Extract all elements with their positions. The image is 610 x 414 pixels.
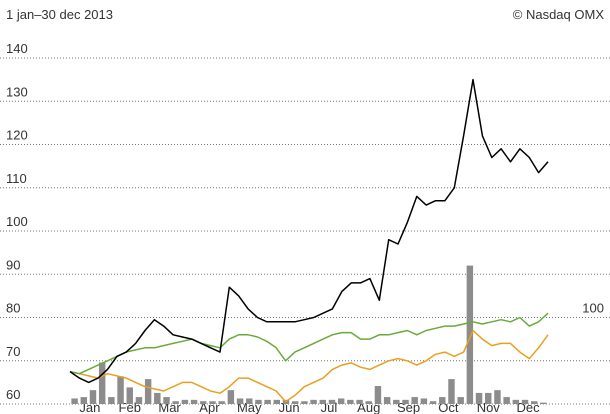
volume-bar bbox=[126, 387, 133, 404]
volume-bar bbox=[411, 397, 418, 404]
x-tick-label: Aug bbox=[357, 400, 380, 414]
volume-bar bbox=[154, 392, 161, 404]
volume-bar bbox=[475, 392, 483, 404]
volume-bar bbox=[98, 362, 106, 404]
volume-bar bbox=[337, 398, 345, 404]
volume-bar bbox=[393, 399, 400, 404]
volume-bar bbox=[117, 376, 124, 404]
volume-bar bbox=[264, 399, 271, 404]
volume-bar bbox=[485, 392, 492, 404]
y-tick-label: 60 bbox=[6, 387, 20, 402]
volume-bar bbox=[135, 397, 143, 404]
volume-bar bbox=[383, 397, 391, 404]
volume-bar bbox=[190, 399, 198, 404]
y-tick-label: 80 bbox=[6, 301, 20, 316]
volume-bar bbox=[71, 398, 78, 404]
price-line bbox=[69, 329, 549, 403]
y-tick-label: 110 bbox=[6, 171, 27, 186]
x-tick-label: Feb bbox=[119, 400, 141, 414]
volume-bar bbox=[200, 401, 207, 404]
volume-bar bbox=[365, 401, 372, 404]
volume-bar bbox=[310, 399, 317, 404]
volume-bar bbox=[420, 398, 428, 404]
price-line bbox=[69, 312, 549, 375]
volume-bar bbox=[494, 390, 501, 404]
volume-bar bbox=[356, 399, 363, 404]
volume-bar bbox=[218, 401, 225, 404]
volume-bar bbox=[374, 386, 382, 404]
volume-bar bbox=[328, 399, 336, 404]
volume-bar bbox=[227, 390, 235, 404]
volume-bar bbox=[144, 379, 152, 404]
volume-bar bbox=[236, 398, 244, 404]
volume-bar bbox=[273, 399, 281, 404]
chart-title: 1 jan–30 dec 2013 bbox=[6, 7, 113, 22]
volume-bar bbox=[540, 402, 547, 404]
volume-bar bbox=[448, 379, 455, 404]
source-note: © Nasdaq OMX bbox=[513, 7, 605, 22]
volume-bar bbox=[172, 401, 179, 404]
volume-bar bbox=[246, 398, 253, 404]
volume-bar bbox=[301, 401, 308, 404]
volume-bar bbox=[80, 397, 88, 404]
volume-bar bbox=[181, 399, 189, 404]
volume-bar bbox=[512, 399, 520, 404]
y-tick-label: 130 bbox=[6, 84, 28, 99]
volume-bar bbox=[163, 397, 170, 404]
volume-bar bbox=[429, 401, 437, 404]
volume-bar bbox=[255, 399, 262, 404]
volume-bar bbox=[347, 399, 354, 404]
volume-bar bbox=[319, 399, 327, 404]
volume-bar bbox=[402, 399, 409, 404]
volume-bar bbox=[503, 397, 510, 404]
volume-bar bbox=[108, 397, 115, 404]
y-tick-label: 70 bbox=[6, 344, 20, 359]
y-tick-label: 140 bbox=[6, 41, 28, 56]
price-line bbox=[69, 78, 549, 384]
volume-bar bbox=[530, 401, 538, 404]
y-tick-label: 120 bbox=[6, 128, 28, 143]
volume-bar bbox=[439, 397, 446, 404]
volume-bar bbox=[89, 390, 97, 404]
volume-bar bbox=[291, 401, 299, 404]
volume-bar bbox=[466, 265, 474, 404]
volume-bar bbox=[457, 397, 464, 404]
y-tick-label: 100 bbox=[6, 214, 28, 229]
volume-bar bbox=[209, 401, 216, 404]
y2-tick-label: 100 bbox=[582, 301, 604, 316]
y-tick-label: 90 bbox=[6, 257, 20, 272]
volume-bar bbox=[521, 399, 529, 404]
